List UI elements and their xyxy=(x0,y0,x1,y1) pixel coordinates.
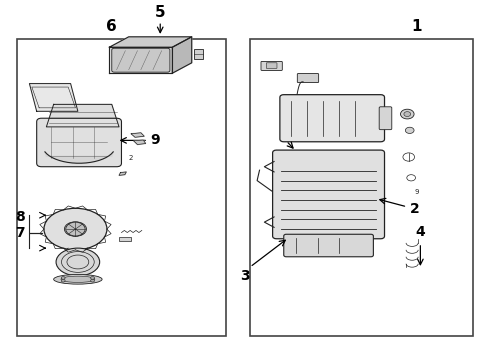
FancyBboxPatch shape xyxy=(272,150,385,239)
Polygon shape xyxy=(29,84,78,111)
Polygon shape xyxy=(47,104,119,127)
Polygon shape xyxy=(66,248,88,250)
Bar xyxy=(119,237,131,241)
FancyBboxPatch shape xyxy=(284,234,373,257)
Circle shape xyxy=(404,112,411,117)
Polygon shape xyxy=(131,133,144,137)
Text: 9: 9 xyxy=(415,189,419,195)
Bar xyxy=(250,39,473,337)
Circle shape xyxy=(91,279,95,282)
Ellipse shape xyxy=(61,276,95,282)
Ellipse shape xyxy=(56,248,99,276)
Text: 8: 8 xyxy=(15,210,24,224)
Text: 2: 2 xyxy=(410,202,419,216)
Circle shape xyxy=(91,276,95,279)
FancyBboxPatch shape xyxy=(379,107,392,130)
Ellipse shape xyxy=(53,274,102,284)
Text: 1: 1 xyxy=(412,19,422,35)
Polygon shape xyxy=(172,37,192,73)
Circle shape xyxy=(61,279,65,282)
Ellipse shape xyxy=(64,222,86,236)
Polygon shape xyxy=(109,37,192,47)
Bar xyxy=(194,49,203,59)
FancyBboxPatch shape xyxy=(280,95,385,142)
Polygon shape xyxy=(134,140,146,145)
FancyBboxPatch shape xyxy=(267,63,277,68)
FancyBboxPatch shape xyxy=(297,73,318,82)
Circle shape xyxy=(405,127,414,134)
Polygon shape xyxy=(45,152,113,163)
Ellipse shape xyxy=(44,208,107,250)
FancyBboxPatch shape xyxy=(112,48,170,72)
Text: 7: 7 xyxy=(15,225,24,239)
FancyBboxPatch shape xyxy=(37,118,122,167)
Circle shape xyxy=(66,222,85,236)
Polygon shape xyxy=(119,172,126,175)
Circle shape xyxy=(61,276,65,279)
Text: 3: 3 xyxy=(240,269,250,283)
Text: 6: 6 xyxy=(106,19,117,35)
Circle shape xyxy=(400,109,414,119)
Text: 2: 2 xyxy=(129,155,133,161)
Polygon shape xyxy=(109,47,172,73)
FancyBboxPatch shape xyxy=(261,62,282,71)
Bar xyxy=(17,39,225,337)
Text: 4: 4 xyxy=(416,225,425,239)
Text: 5: 5 xyxy=(155,5,166,19)
Text: 9: 9 xyxy=(150,134,160,147)
